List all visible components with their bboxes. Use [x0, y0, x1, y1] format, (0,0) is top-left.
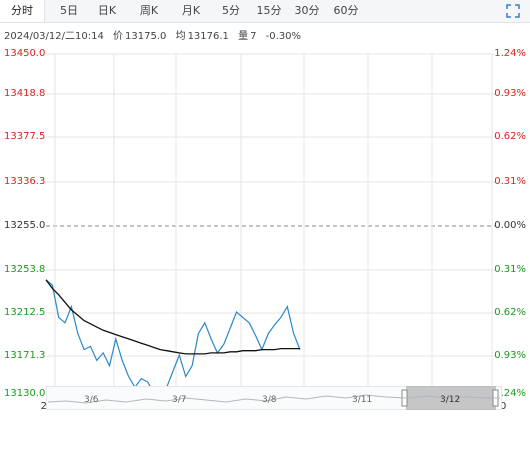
tab-monthly-k[interactable]: 月K [181, 4, 201, 17]
y-tick-right: 0.62% [494, 131, 526, 142]
tab-15-min[interactable]: 15分 [256, 4, 282, 17]
volume-label: 量 [238, 31, 249, 42]
navigator-date: 3/11 [352, 395, 373, 405]
y-tick-right: 0.31% [494, 176, 526, 187]
avg-value: 13176.1 [187, 31, 229, 42]
y-tick-right: 0.00% [494, 220, 526, 231]
y-tick-left: 13212.5 [4, 307, 46, 318]
quote-datetime: 2024/03/12/二10:14 [4, 31, 104, 42]
tab-intraday[interactable]: 分时 [0, 0, 45, 22]
navigator-date: 3/7 [172, 395, 187, 405]
y-tick-right: 0.31% [494, 264, 526, 275]
tab-5-min[interactable]: 5分 [222, 4, 240, 17]
navigator-date: 3/8 [262, 395, 277, 405]
y-tick-right: 1.24% [494, 48, 526, 59]
navigator-date: 3/6 [84, 395, 99, 405]
y-tick-left: 13377.5 [4, 131, 46, 142]
range-navigator[interactable] [46, 386, 502, 410]
price-value: 13175.0 [125, 31, 167, 42]
y-tick-left: 13255.0 [4, 220, 46, 231]
y-tick-right: 0.93% [494, 88, 526, 99]
y-tick-left: 13450.0 [4, 48, 46, 59]
tab-5-day[interactable]: 5日 [60, 4, 78, 17]
volume-value: 7 [250, 31, 257, 42]
tab-daily-k[interactable]: 日K [97, 4, 117, 17]
change-percent: -0.30% [265, 31, 302, 42]
price-line [45, 279, 301, 405]
period-tab-bar: 分时 5日 日K 周K 月K 5分 15分 30分 60分 [0, 0, 530, 23]
y-tick-left: 13418.8 [4, 88, 46, 99]
avg-label: 均 [175, 31, 186, 42]
tab-30-min[interactable]: 30分 [294, 4, 320, 17]
y-tick-left: 13130.0 [4, 388, 46, 399]
y-tick-right: 0.62% [494, 307, 526, 318]
price-label: 价 [113, 31, 124, 42]
navigator-date: 3/12 [440, 395, 461, 405]
average-line [45, 279, 300, 355]
y-tick-right: 0.93% [494, 350, 526, 361]
fullscreen-icon[interactable] [506, 4, 520, 18]
tab-weekly-k[interactable]: 周K [139, 4, 159, 17]
y-tick-left: 13253.8 [4, 264, 46, 275]
y-tick-left: 13171.3 [4, 350, 46, 361]
y-tick-left: 13336.3 [4, 176, 46, 187]
y-tick-right: -1.24% [490, 388, 526, 399]
tab-60-min[interactable]: 60分 [333, 4, 359, 17]
